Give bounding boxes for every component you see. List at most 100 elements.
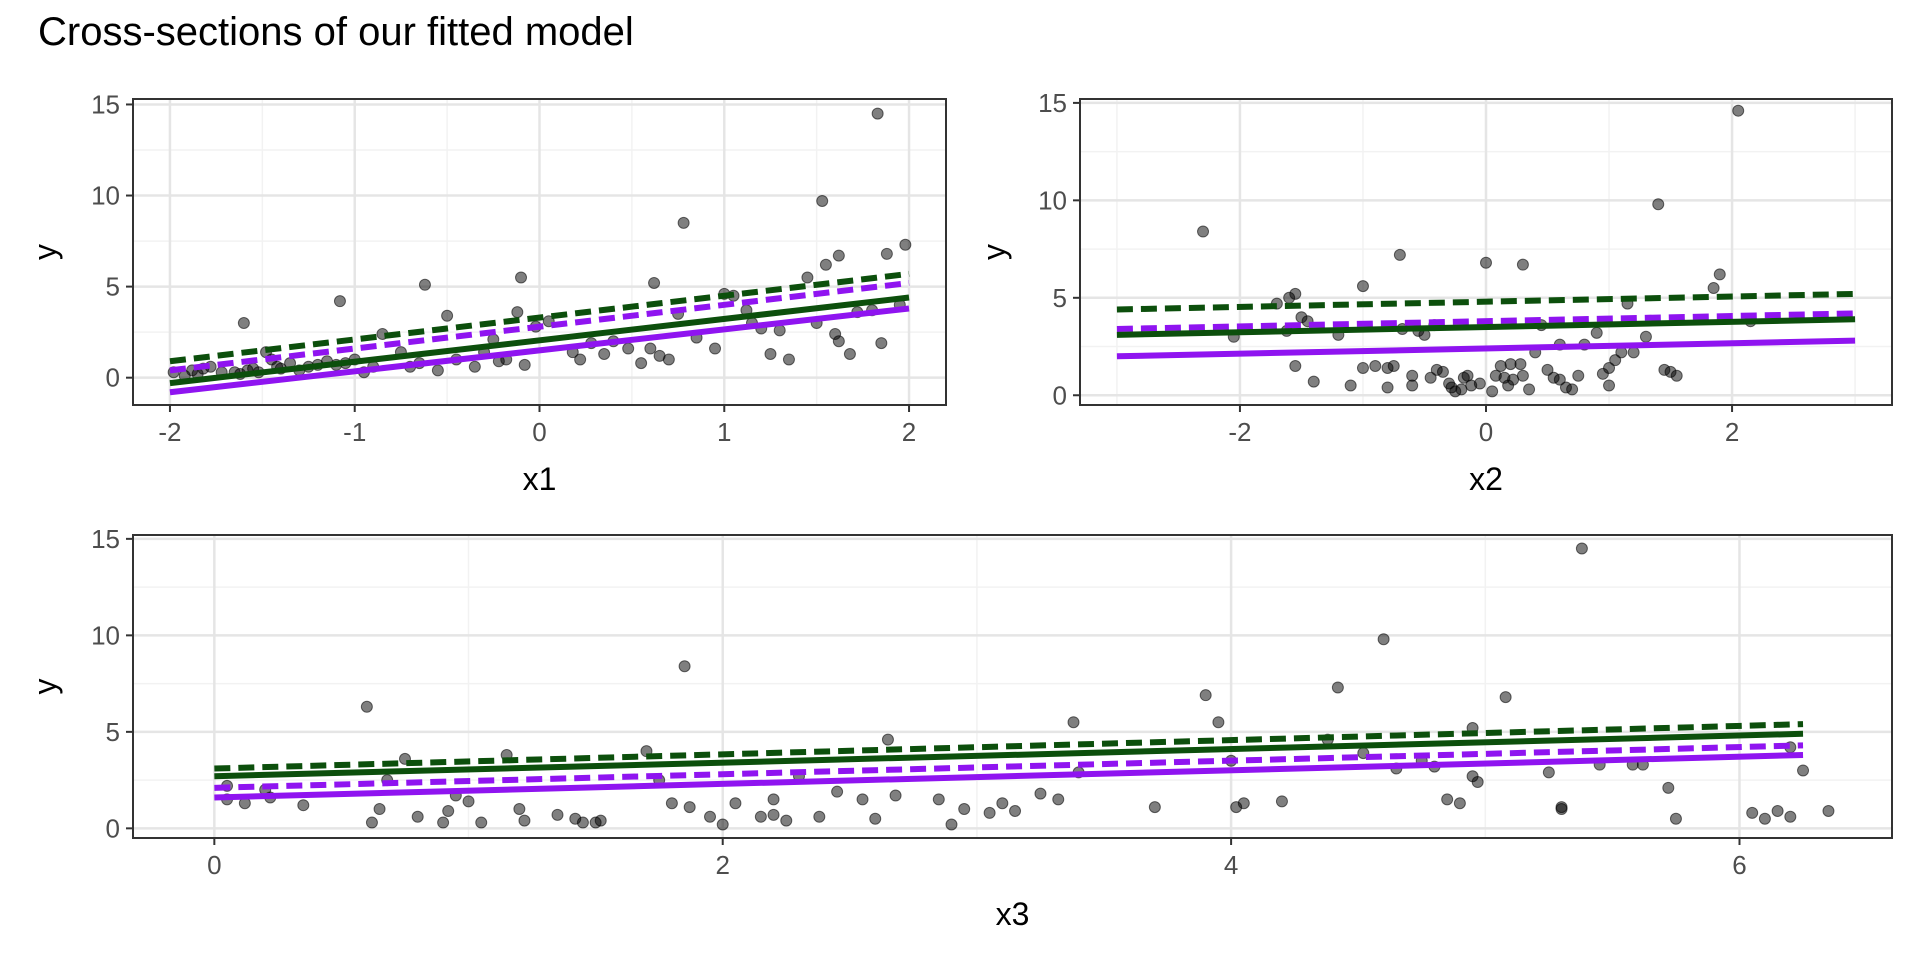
fit-line-purple-solid [1116, 337, 1856, 360]
data-point [1289, 287, 1302, 300]
data-point [622, 342, 635, 355]
data-point [1034, 787, 1047, 800]
data-point [1498, 371, 1511, 384]
fit-line-green-dashed [1116, 290, 1856, 313]
data-point [782, 353, 795, 366]
y-tick-label: 15 [91, 89, 120, 119]
data-point [1504, 358, 1517, 371]
data-point [1461, 369, 1474, 382]
data-point [418, 278, 431, 291]
data-point [594, 814, 607, 827]
data-point [1669, 812, 1682, 825]
data-point [1441, 793, 1454, 806]
data-point [1541, 363, 1554, 376]
panel-x1: -2 -1 0 1 2 0 5 10 15 x1 y [27, 89, 947, 497]
y-tick-label: 10 [1038, 185, 1067, 215]
data-point [1494, 360, 1507, 373]
data-point [1473, 377, 1486, 390]
data-point [709, 342, 722, 355]
data-point [1344, 379, 1357, 392]
data-point [648, 276, 661, 289]
data-point [1609, 354, 1622, 367]
data-point [1275, 795, 1288, 808]
data-point [813, 810, 826, 823]
data-point [1148, 801, 1161, 814]
data-point [551, 808, 564, 821]
data-point [1453, 797, 1466, 810]
data-point [958, 803, 971, 816]
y-axis-title: y [27, 244, 63, 260]
data-point [511, 306, 524, 319]
data-point [441, 309, 454, 322]
data-point [468, 360, 481, 373]
data-point [360, 700, 373, 713]
fit-line-purple-dashed [1116, 310, 1856, 332]
data-point [1393, 248, 1406, 261]
x-tick-label: 0 [1479, 417, 1493, 447]
data-point [843, 348, 856, 360]
data-point [1603, 379, 1616, 392]
data-point [574, 353, 587, 366]
x-tick-label: 0 [207, 850, 221, 880]
data-point [754, 810, 767, 823]
y-tick-label: 0 [106, 363, 120, 393]
data-point [1199, 689, 1212, 702]
data-point [365, 816, 378, 829]
data-point [576, 816, 589, 829]
fit-line-green-solid [169, 294, 910, 387]
data-point [333, 295, 346, 308]
y-axis-title: y [976, 244, 1012, 260]
data-point [1356, 361, 1369, 374]
data-point [899, 238, 912, 251]
data-point [677, 216, 690, 229]
data-point [1784, 810, 1797, 823]
fit-lines [169, 270, 910, 396]
data-point [716, 818, 729, 831]
data-point [819, 258, 832, 271]
data-point [644, 342, 657, 355]
data-point [932, 793, 945, 806]
data-point [1627, 346, 1640, 359]
x-tick-label: -2 [158, 417, 181, 447]
y-axis-title: y [27, 679, 63, 695]
data-point [831, 785, 844, 798]
data-point [1369, 360, 1382, 373]
data-point [1553, 373, 1566, 386]
x-tick-label: 6 [1732, 850, 1746, 880]
x-tick-label: -1 [343, 417, 366, 447]
data-point [1746, 806, 1759, 819]
gridlines [133, 99, 946, 405]
data-point [996, 797, 1009, 810]
data-point [816, 195, 829, 207]
fit-lines [1116, 290, 1856, 360]
fit-line-green-solid [1116, 316, 1856, 338]
data-point [431, 364, 444, 377]
axes: -2 -1 0 1 2 0 5 10 15 x1 y [27, 89, 916, 497]
data-point [1566, 383, 1579, 396]
fit-line-green-solid [214, 730, 1804, 780]
data-point [662, 353, 675, 366]
panel-border [132, 534, 1893, 839]
data-point [1387, 360, 1400, 373]
data-point [411, 810, 424, 823]
data-point [1381, 381, 1394, 394]
y-tick-label: 5 [106, 717, 120, 747]
data-point [1575, 542, 1588, 555]
data-point [1377, 633, 1390, 646]
data-point [1707, 282, 1720, 295]
data-point [767, 808, 780, 821]
x-tick-label: -2 [1228, 417, 1251, 447]
data-point [1480, 256, 1492, 269]
panel-x2: -2 0 2 0 5 10 15 x2 y [976, 88, 1893, 497]
y-tick-label: 5 [1053, 283, 1067, 313]
y-tick-label: 10 [91, 181, 120, 211]
x-tick-label: 1 [717, 417, 731, 447]
fit-line-purple-solid [169, 305, 910, 396]
data-point [518, 814, 531, 827]
data-point [983, 806, 996, 819]
data-point [1523, 383, 1536, 396]
data-point [1670, 369, 1683, 382]
x-tick-label: 2 [1725, 417, 1739, 447]
axes: -2 0 2 0 5 10 15 x2 y [976, 88, 1739, 497]
